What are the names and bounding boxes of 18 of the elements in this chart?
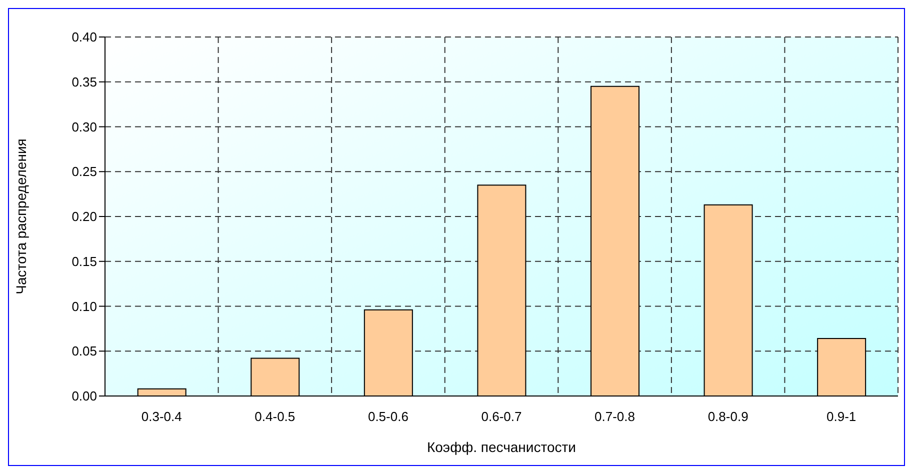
x-tick-label: 0.5-0.6 xyxy=(368,409,408,424)
y-tick-label: 0.30 xyxy=(72,119,97,134)
y-tick-label: 0.25 xyxy=(72,164,97,180)
x-tick-label: 0.4-0.5 xyxy=(254,409,296,424)
y-tick-label: 0.35 xyxy=(72,74,97,90)
y-tick-label: 0.40 xyxy=(72,30,97,45)
y-tick-label: 0.00 xyxy=(72,388,97,404)
x-tick-label: 0.3-0.4 xyxy=(141,409,182,424)
y-axis-title: Частота распределения xyxy=(12,138,29,294)
x-tick-label: 0.7-0.8 xyxy=(594,409,636,424)
y-tick-label: 0.20 xyxy=(72,209,97,224)
y-tick-label: 0.05 xyxy=(72,344,97,359)
x-axis-title: Коэфф. песчанистости xyxy=(426,439,576,455)
x-tick-label: 0.9-1 xyxy=(826,409,856,424)
x-tick-label: 0.6-0.7 xyxy=(481,409,522,424)
x-tick-label: 0.8-0.9 xyxy=(708,409,748,424)
y-tick-label: 0.10 xyxy=(72,298,97,314)
y-tick-label: 0.15 xyxy=(72,254,97,269)
